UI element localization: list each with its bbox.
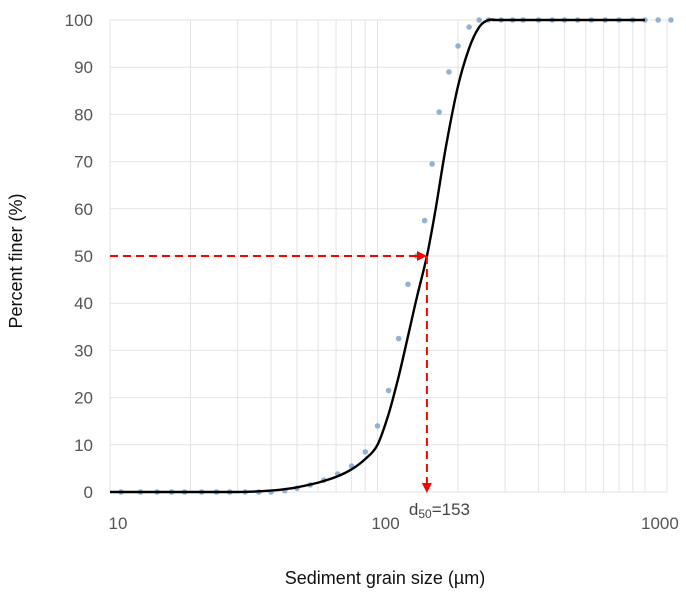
x-tick-label: 1000 — [641, 514, 679, 533]
y-axis-ticks: 0 10 20 30 40 50 60 70 80 90 100 — [65, 11, 93, 502]
y-tick-label: 40 — [74, 294, 93, 313]
x-axis-ticks: 10 100 1000 — [109, 514, 679, 533]
y-tick-label: 10 — [74, 436, 93, 455]
data-point — [395, 335, 402, 342]
data-point — [655, 17, 661, 23]
data-point — [421, 217, 428, 224]
y-tick-label: 0 — [84, 483, 93, 502]
y-tick-label: 20 — [74, 389, 93, 408]
data-point — [374, 423, 381, 429]
data-point — [466, 24, 472, 30]
x-tick-label: 100 — [371, 514, 399, 533]
y-tick-label: 50 — [74, 247, 93, 266]
x-tick-label: 10 — [109, 514, 128, 533]
y-tick-label: 70 — [74, 153, 93, 172]
data-point — [668, 17, 674, 23]
y-axis-title: Percent finer (%) — [6, 193, 26, 328]
y-tick-label: 100 — [65, 11, 93, 30]
data-point — [385, 387, 392, 394]
annotations: d50=153 — [110, 251, 470, 521]
data-point — [476, 17, 483, 23]
fitted-curve — [109, 18, 645, 494]
y-tick-label: 60 — [74, 200, 93, 219]
data-point — [429, 161, 435, 167]
x-axis-title: Sediment grain size (µm) — [285, 568, 485, 588]
d50-label: d50=153 — [409, 500, 470, 521]
data-point — [446, 69, 452, 75]
fitted-curve-line — [109, 18, 645, 494]
data-point — [436, 109, 442, 115]
y-tick-label: 30 — [74, 341, 93, 360]
data-point — [455, 43, 461, 49]
y-tick-label: 80 — [74, 105, 93, 124]
data-point — [362, 449, 369, 455]
y-tick-label: 90 — [74, 58, 93, 77]
data-point — [405, 281, 411, 288]
